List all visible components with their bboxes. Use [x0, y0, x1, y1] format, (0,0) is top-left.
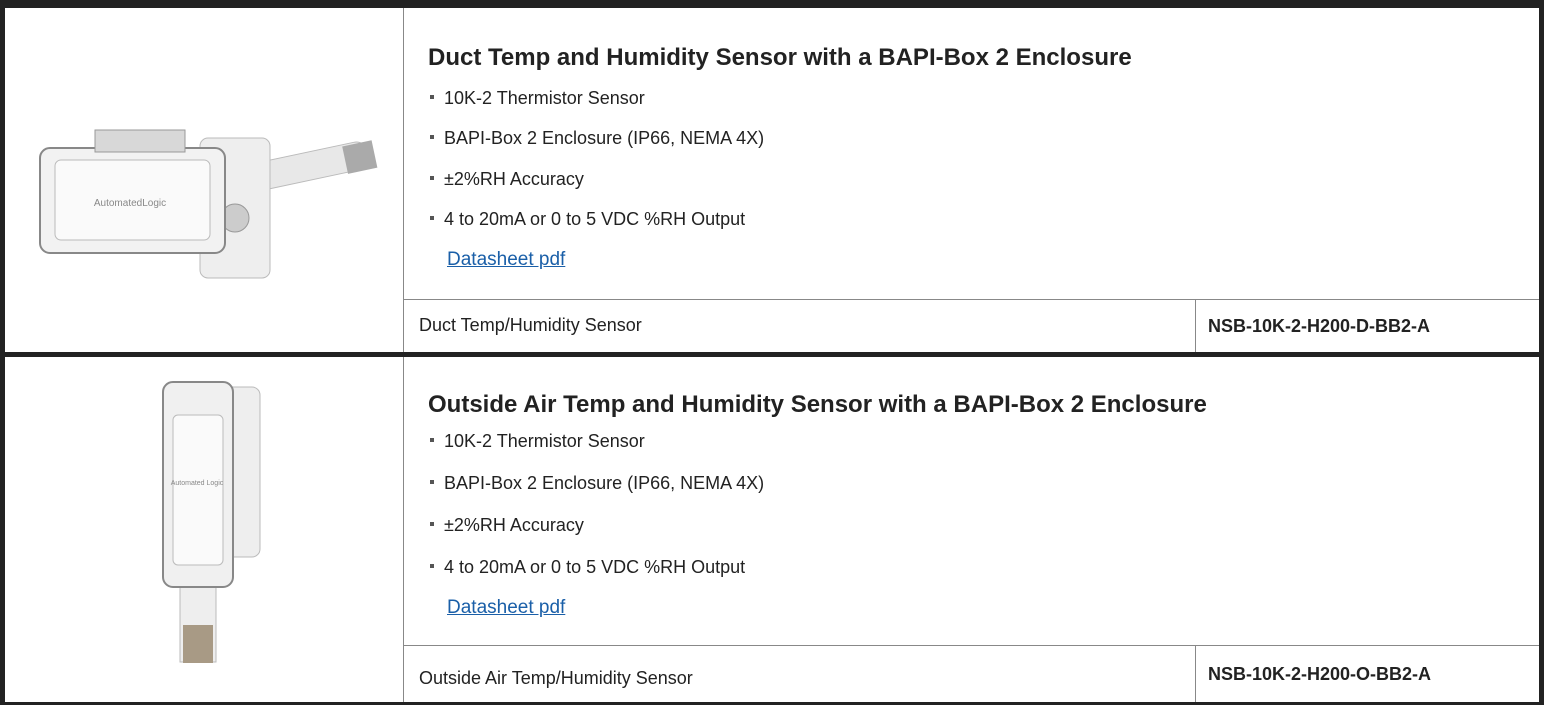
datasheet-link[interactable]: Datasheet pdf — [447, 249, 565, 271]
product-image: AutomatedLogic — [5, 8, 404, 352]
product-image: Automated Logic — [5, 357, 404, 702]
page: AutomatedLogic Duct Temp and Humidity Se… — [0, 0, 1544, 705]
feature-text: BAPI-Box 2 Enclosure (IP66, NEMA 4X) — [444, 473, 764, 493]
top-border — [0, 0, 1544, 8]
feature: ±2%RH Accuracy — [428, 169, 584, 190]
feature-text: 10K-2 Thermistor Sensor — [444, 88, 645, 108]
feature: BAPI-Box 2 Enclosure (IP66, NEMA 4X) — [428, 473, 764, 494]
feature: ±2%RH Accuracy — [428, 515, 584, 536]
feature-text: ±2%RH Accuracy — [444, 169, 584, 189]
feature-text: 10K-2 Thermistor Sensor — [444, 431, 645, 451]
device-label: Automated Logic — [171, 480, 224, 487]
product-title: Outside Air Temp and Humidity Sensor wit… — [428, 391, 1207, 419]
device-label: AutomatedLogic — [94, 198, 166, 209]
feature-text: ±2%RH Accuracy — [444, 515, 584, 535]
part-number: NSB-10K-2-H200-O-BB2-A — [1195, 646, 1539, 702]
product-description: Outside Air Temp/Humidity Sensor — [419, 668, 693, 689]
feature-text: 4 to 20mA or 0 to 5 VDC %RH Output — [444, 209, 745, 229]
feature: 10K-2 Thermistor Sensor — [428, 88, 645, 109]
outside-sensor-illustration: Automated Logic — [5, 357, 403, 702]
feature-text: 4 to 20mA or 0 to 5 VDC %RH Output — [444, 557, 745, 577]
feature: 10K-2 Thermistor Sensor — [428, 431, 645, 452]
product-row: Automated Logic Outside Air Temp and Hum… — [5, 357, 1539, 702]
feature: 4 to 20mA or 0 to 5 VDC %RH Output — [428, 209, 745, 230]
datasheet-link[interactable]: Datasheet pdf — [447, 597, 565, 619]
feature: BAPI-Box 2 Enclosure (IP66, NEMA 4X) — [428, 128, 764, 149]
part-number: NSB-10K-2-H200-D-BB2-A — [1195, 300, 1539, 352]
product-description: Duct Temp/Humidity Sensor — [419, 315, 642, 336]
product-row: AutomatedLogic Duct Temp and Humidity Se… — [5, 8, 1539, 352]
duct-sensor-illustration: AutomatedLogic — [5, 8, 403, 352]
feature-text: BAPI-Box 2 Enclosure (IP66, NEMA 4X) — [444, 128, 764, 148]
feature: 4 to 20mA or 0 to 5 VDC %RH Output — [428, 557, 745, 578]
product-title: Duct Temp and Humidity Sensor with a BAP… — [428, 44, 1132, 72]
